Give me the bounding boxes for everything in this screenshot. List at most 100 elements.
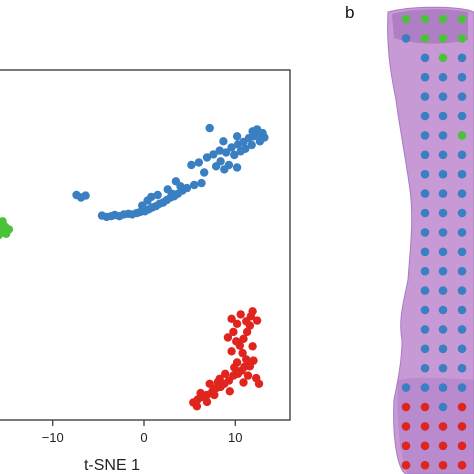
scatter-point [252, 316, 262, 325]
scatter-point [187, 160, 196, 170]
scatter-point [190, 180, 199, 190]
tissue-spot [420, 131, 430, 140]
tissue-spot [457, 14, 467, 24]
scatter-point [221, 148, 231, 157]
tissue-spot [420, 150, 430, 160]
scatter-point [247, 140, 256, 150]
tissue-spot [438, 14, 448, 24]
tissue-spot [438, 131, 448, 140]
tissue-spot [438, 325, 448, 334]
tissue-spot [420, 228, 430, 237]
scatter-point [227, 347, 236, 356]
x-axis-title: t-SNE 1 [84, 457, 140, 474]
scatter-point [227, 314, 236, 323]
scatter-point [215, 146, 224, 155]
tissue-spot [438, 228, 448, 237]
scatter-point [205, 123, 214, 133]
tissue-spot [438, 363, 448, 373]
scatter-point [252, 125, 262, 134]
tissue-spot [401, 402, 411, 412]
tissue-spot [420, 169, 430, 179]
scatter-point [248, 342, 257, 351]
scatter-point [194, 158, 203, 167]
tissue-spot [438, 247, 448, 257]
tissue-spot [420, 460, 430, 470]
scatter-point [81, 191, 90, 200]
scatter-point [227, 143, 236, 152]
tissue-spot [420, 111, 430, 121]
tissue-spot [438, 150, 448, 160]
tissue-spot [438, 208, 448, 218]
tissue-spot [457, 344, 467, 354]
tissue-spot [438, 72, 448, 82]
scatter-point [239, 378, 248, 387]
scatter-point [219, 137, 228, 146]
tissue-panel: b [345, 3, 474, 474]
scatter-point [211, 162, 221, 171]
tissue-spot [420, 247, 430, 257]
x-tick-label: 0 [140, 430, 147, 445]
tissue-spot [457, 131, 467, 140]
scatter-point [232, 132, 242, 141]
tissue-spot [457, 460, 467, 470]
scatter-point [0, 217, 7, 226]
scatter-point [138, 201, 147, 210]
panel-b-label: b [345, 3, 354, 22]
tissue-spot [457, 325, 467, 334]
tissue-section [387, 6, 474, 474]
tissue-spot [420, 383, 430, 392]
scatter-point [200, 168, 209, 177]
scatter-point [213, 377, 223, 387]
x-axis-ticks: −10 0 10 [42, 420, 242, 445]
scatter-point [197, 178, 206, 188]
tissue-spot [457, 228, 467, 237]
scatter-point [171, 177, 181, 186]
tissue-spot [457, 111, 467, 121]
tissue-spot [457, 363, 467, 373]
tissue-spot [457, 53, 467, 63]
scatter-point [236, 147, 245, 156]
tissue-spot [401, 14, 411, 24]
tissue-spot [420, 344, 430, 354]
tissue-spot [401, 34, 411, 43]
tissue-spot [420, 363, 430, 373]
scatter-point [243, 371, 253, 380]
scatter-point [248, 307, 257, 316]
scatter-point [210, 390, 219, 400]
tissue-spot [420, 422, 430, 431]
scatter-point [221, 369, 230, 378]
tissue-spot [438, 92, 448, 101]
tissue-spot [420, 441, 430, 451]
tissue-spot [420, 305, 430, 315]
tissue-spot [457, 150, 467, 160]
scatter-points [0, 123, 269, 411]
tissue-spots [401, 14, 467, 470]
tissue-spot [420, 34, 430, 43]
tissue-spot [438, 53, 448, 63]
scatter-point [230, 150, 239, 160]
scatter-point [147, 192, 156, 202]
scatter-point [220, 165, 229, 174]
tissue-spot [457, 169, 467, 179]
tissue-spot [457, 441, 467, 451]
tissue-spot [438, 441, 448, 451]
scatter-point [232, 163, 242, 172]
tissue-spot [438, 402, 448, 412]
tissue-spot [457, 189, 467, 198]
tissue-spot [457, 247, 467, 257]
tissue-spot [420, 286, 430, 295]
tissue-spot [401, 460, 411, 470]
scatter-point [223, 333, 233, 342]
tissue-spot [438, 286, 448, 295]
scatter-point [236, 310, 245, 319]
tissue-spot [420, 266, 430, 276]
tissue-spot [457, 72, 467, 82]
tissue-spot [401, 422, 411, 431]
tissue-spot [438, 460, 448, 470]
tissue-spot [420, 72, 430, 82]
scatter-point [232, 337, 241, 346]
x-tick-label: −10 [42, 430, 64, 445]
tsne-scatter-panel: −10 0 10 t-SNE 1 [0, 69, 291, 474]
scatter-point [239, 334, 248, 343]
